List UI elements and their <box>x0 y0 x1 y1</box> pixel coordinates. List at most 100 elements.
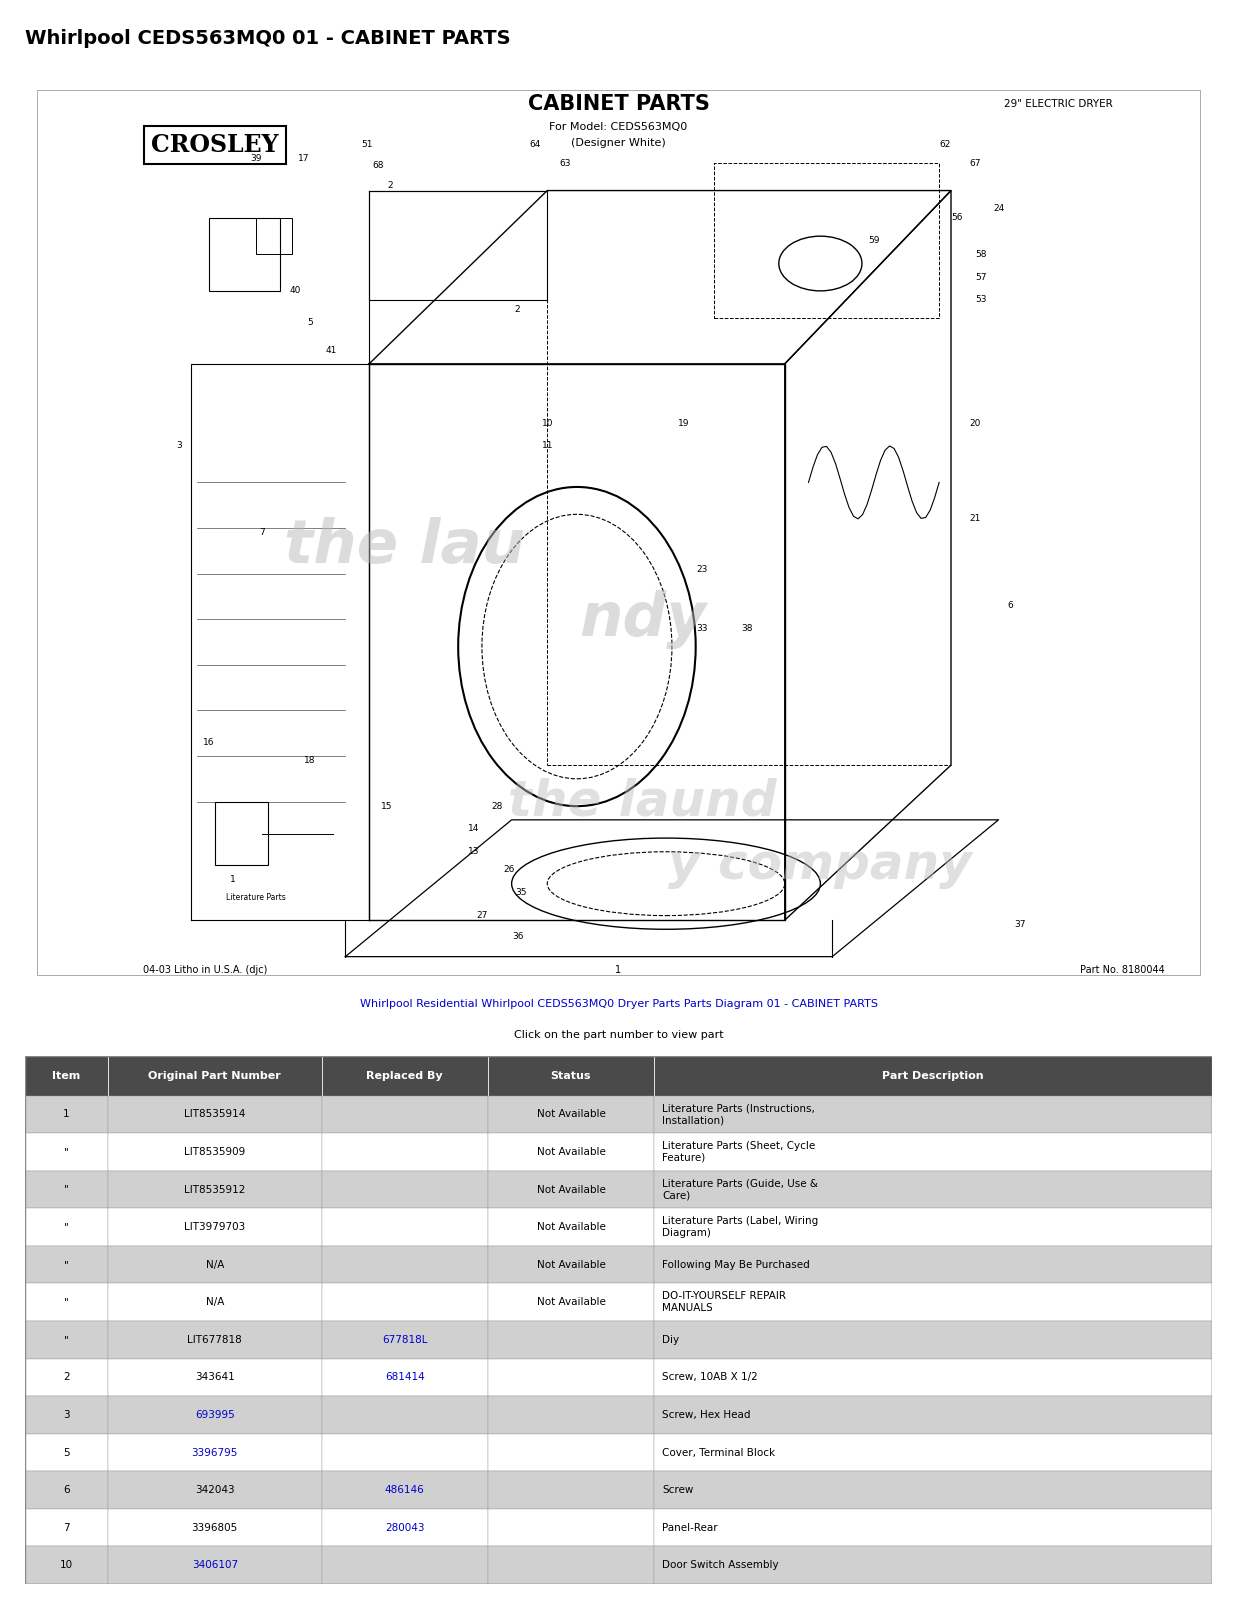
Text: the laund: the laund <box>508 778 777 826</box>
Text: 3396805: 3396805 <box>192 1523 238 1533</box>
FancyBboxPatch shape <box>25 1246 108 1283</box>
Text: 677818L: 677818L <box>382 1334 428 1344</box>
Text: Cover, Terminal Block: Cover, Terminal Block <box>663 1448 776 1458</box>
FancyBboxPatch shape <box>487 1056 654 1096</box>
Text: CROSLEY: CROSLEY <box>151 133 278 157</box>
FancyBboxPatch shape <box>654 1283 1212 1322</box>
FancyBboxPatch shape <box>322 1322 487 1358</box>
Text: 27: 27 <box>476 910 487 920</box>
FancyBboxPatch shape <box>108 1322 322 1358</box>
Text: LIT8535914: LIT8535914 <box>184 1109 245 1120</box>
Text: 33: 33 <box>696 624 708 634</box>
FancyBboxPatch shape <box>322 1133 487 1171</box>
FancyBboxPatch shape <box>108 1208 322 1246</box>
Text: 63: 63 <box>559 158 570 168</box>
Text: Not Available: Not Available <box>537 1298 605 1307</box>
Text: 62: 62 <box>939 141 951 149</box>
FancyBboxPatch shape <box>108 1283 322 1322</box>
Text: 486146: 486146 <box>385 1485 424 1494</box>
Text: 681414: 681414 <box>385 1373 424 1382</box>
FancyBboxPatch shape <box>322 1096 487 1133</box>
Text: 68: 68 <box>372 160 385 170</box>
Text: 36: 36 <box>512 933 523 941</box>
FancyBboxPatch shape <box>654 1358 1212 1397</box>
FancyBboxPatch shape <box>654 1171 1212 1208</box>
Text: LIT677818: LIT677818 <box>187 1334 242 1344</box>
Text: 59: 59 <box>868 237 880 245</box>
Text: 10: 10 <box>59 1560 73 1570</box>
Text: 20: 20 <box>969 419 981 427</box>
Text: Following May Be Purchased: Following May Be Purchased <box>663 1259 810 1270</box>
Text: ": " <box>64 1222 69 1232</box>
Text: Literature Parts (Label, Wiring
Diagram): Literature Parts (Label, Wiring Diagram) <box>663 1216 819 1238</box>
Text: 13: 13 <box>468 848 480 856</box>
Text: 56: 56 <box>951 213 962 222</box>
FancyBboxPatch shape <box>25 1547 108 1584</box>
Text: Whirlpool CEDS563MQ0 01 - CABINET PARTS: Whirlpool CEDS563MQ0 01 - CABINET PARTS <box>25 29 511 48</box>
Text: Item: Item <box>52 1070 80 1082</box>
FancyBboxPatch shape <box>487 1096 654 1133</box>
FancyBboxPatch shape <box>108 1472 322 1509</box>
Text: 5: 5 <box>307 318 313 328</box>
Text: Replaced By: Replaced By <box>366 1070 443 1082</box>
Text: Not Available: Not Available <box>537 1259 605 1270</box>
FancyBboxPatch shape <box>25 1208 108 1246</box>
FancyBboxPatch shape <box>322 1397 487 1434</box>
FancyBboxPatch shape <box>322 1547 487 1584</box>
Text: 17: 17 <box>298 154 309 163</box>
Text: 35: 35 <box>516 888 527 898</box>
Text: 18: 18 <box>304 757 315 765</box>
Text: 39: 39 <box>251 154 262 163</box>
FancyBboxPatch shape <box>25 1472 108 1509</box>
Text: 6: 6 <box>63 1485 69 1494</box>
FancyBboxPatch shape <box>25 1056 108 1096</box>
FancyBboxPatch shape <box>654 1434 1212 1472</box>
Text: 28: 28 <box>491 802 503 811</box>
Text: 16: 16 <box>203 738 214 747</box>
Text: N/A: N/A <box>205 1298 224 1307</box>
Text: 3: 3 <box>63 1410 69 1419</box>
Text: 343641: 343641 <box>195 1373 235 1382</box>
FancyBboxPatch shape <box>322 1434 487 1472</box>
FancyBboxPatch shape <box>654 1056 1212 1096</box>
Text: ndy: ndy <box>579 590 706 648</box>
Text: y company: y company <box>668 842 972 890</box>
Text: 1: 1 <box>63 1109 69 1120</box>
Text: 04-03 Litho in U.S.A. (djc): 04-03 Litho in U.S.A. (djc) <box>143 965 268 976</box>
Text: Click on the part number to view part: Click on the part number to view part <box>513 1030 724 1040</box>
Text: Part Description: Part Description <box>882 1070 983 1082</box>
Text: ": " <box>64 1334 69 1344</box>
Text: ": " <box>64 1147 69 1157</box>
Text: 53: 53 <box>975 296 986 304</box>
Text: 38: 38 <box>741 624 752 634</box>
Text: 280043: 280043 <box>385 1523 424 1533</box>
FancyBboxPatch shape <box>322 1472 487 1509</box>
Text: LIT8535912: LIT8535912 <box>184 1184 245 1195</box>
FancyBboxPatch shape <box>25 1322 108 1358</box>
FancyBboxPatch shape <box>487 1171 654 1208</box>
Text: 67: 67 <box>969 158 981 168</box>
FancyBboxPatch shape <box>322 1283 487 1322</box>
Text: 10: 10 <box>542 419 553 427</box>
Text: N/A: N/A <box>205 1259 224 1270</box>
Text: 58: 58 <box>975 250 986 259</box>
FancyBboxPatch shape <box>108 1434 322 1472</box>
Text: 2: 2 <box>63 1373 69 1382</box>
Text: ": " <box>64 1259 69 1270</box>
Text: For Model: CEDS563MQ0: For Model: CEDS563MQ0 <box>549 122 688 131</box>
FancyBboxPatch shape <box>322 1171 487 1208</box>
Text: Part No. 8180044: Part No. 8180044 <box>1080 965 1165 976</box>
Text: ": " <box>64 1298 69 1307</box>
Text: Literature Parts (Guide, Use &
Care): Literature Parts (Guide, Use & Care) <box>663 1179 819 1200</box>
FancyBboxPatch shape <box>108 1397 322 1434</box>
Text: 11: 11 <box>542 442 553 451</box>
Text: ": " <box>64 1184 69 1195</box>
FancyBboxPatch shape <box>25 1133 108 1171</box>
FancyBboxPatch shape <box>108 1171 322 1208</box>
FancyBboxPatch shape <box>654 1509 1212 1547</box>
FancyBboxPatch shape <box>25 1397 108 1434</box>
FancyBboxPatch shape <box>108 1096 322 1133</box>
FancyBboxPatch shape <box>25 1509 108 1547</box>
Text: Screw, Hex Head: Screw, Hex Head <box>663 1410 751 1419</box>
Text: 1: 1 <box>230 875 235 883</box>
